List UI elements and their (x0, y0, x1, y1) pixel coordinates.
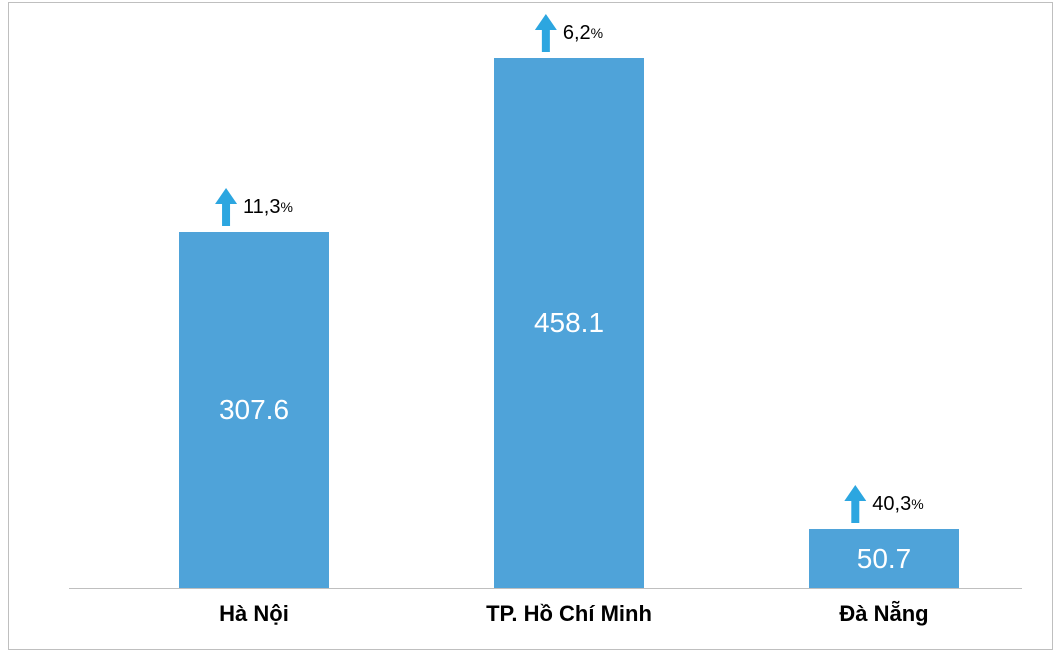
pct-sign: % (591, 25, 603, 41)
pct-value: 6,2 (563, 22, 591, 44)
pct-block: 40,3% (844, 485, 923, 523)
plot-area: 11,3% 307.6 6,2% 458.1 (69, 13, 1022, 589)
pct-text: 11,3% (243, 196, 293, 219)
pct-block: 11,3% (215, 188, 293, 226)
pct-text: 6,2% (563, 22, 603, 45)
pct-text: 40,3% (872, 493, 923, 516)
axis-label-hcm: TP. Hồ Chí Minh (439, 601, 699, 627)
arrow-up-icon (215, 188, 237, 226)
bar: 50.7 (809, 529, 959, 588)
arrow-up-icon (844, 485, 866, 523)
x-axis-labels: Hà Nội TP. Hồ Chí Minh Đà Nẵng (69, 601, 1022, 631)
axis-label-hanoi: Hà Nội (124, 601, 384, 627)
pct-value: 11,3 (243, 196, 280, 218)
pct-block: 6,2% (535, 14, 603, 52)
axis-label-danang: Đà Nẵng (754, 601, 1014, 627)
chart-frame: 11,3% 307.6 6,2% 458.1 (8, 2, 1053, 650)
arrow-up-icon (535, 14, 557, 52)
bar-value: 50.7 (857, 543, 912, 575)
bar-value: 307.6 (219, 394, 289, 426)
bar: 307.6 (179, 232, 329, 588)
pct-value: 40,3 (872, 493, 911, 515)
pct-sign: % (911, 496, 923, 512)
bar: 458.1 (494, 58, 644, 588)
pct-sign: % (281, 199, 293, 215)
bar-value: 458.1 (534, 307, 604, 339)
